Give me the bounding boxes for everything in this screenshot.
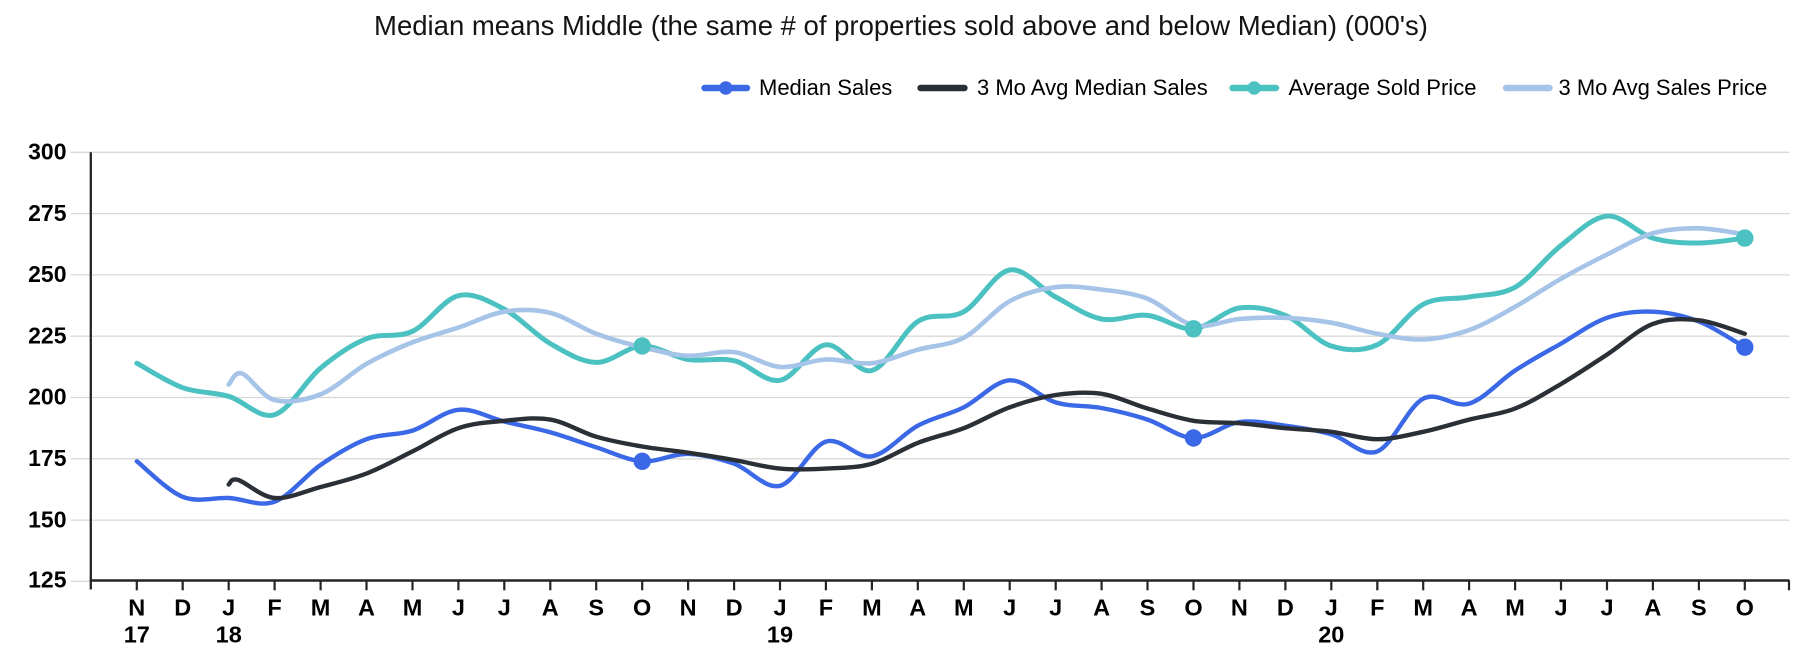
svg-text:175: 175 (28, 445, 67, 471)
svg-text:M: M (403, 595, 423, 621)
svg-text:225: 225 (28, 322, 67, 348)
svg-text:19: 19 (767, 622, 793, 648)
svg-text:J: J (1554, 595, 1567, 621)
svg-text:J: J (1325, 595, 1338, 621)
svg-text:M: M (1505, 595, 1525, 621)
svg-text:D: D (726, 595, 743, 621)
svg-text:A: A (1093, 595, 1110, 621)
svg-text:D: D (1277, 595, 1294, 621)
svg-text:D: D (174, 595, 191, 621)
svg-text:S: S (588, 595, 604, 621)
svg-text:S: S (1691, 595, 1707, 621)
svg-text:N: N (680, 595, 697, 621)
svg-text:J: J (1003, 595, 1016, 621)
svg-text:J: J (452, 595, 465, 621)
svg-text:A: A (1644, 595, 1661, 621)
svg-text:O: O (1736, 595, 1754, 621)
svg-text:M: M (954, 595, 974, 621)
svg-text:17: 17 (124, 622, 150, 648)
svg-text:M: M (311, 595, 331, 621)
svg-text:N: N (128, 595, 145, 621)
svg-text:3 Mo Avg Sales Price: 3 Mo Avg Sales Price (1559, 75, 1768, 100)
svg-text:J: J (498, 595, 511, 621)
svg-text:A: A (358, 595, 375, 621)
svg-text:A: A (1461, 595, 1478, 621)
svg-text:A: A (542, 595, 559, 621)
svg-text:O: O (633, 595, 651, 621)
svg-text:275: 275 (28, 200, 67, 226)
svg-text:J: J (1600, 595, 1613, 621)
svg-text:O: O (1184, 595, 1202, 621)
svg-text:F: F (819, 595, 833, 621)
svg-text:250: 250 (28, 261, 66, 287)
svg-text:18: 18 (216, 622, 242, 648)
svg-text:150: 150 (28, 506, 66, 532)
svg-text:125: 125 (28, 567, 67, 593)
svg-text:300: 300 (28, 139, 66, 165)
svg-text:F: F (1370, 595, 1384, 621)
svg-text:N: N (1231, 595, 1248, 621)
svg-text:Median Sales: Median Sales (759, 75, 892, 100)
svg-text:J: J (222, 595, 235, 621)
svg-text:J: J (773, 595, 786, 621)
svg-text:20: 20 (1318, 622, 1344, 648)
svg-text:S: S (1140, 595, 1156, 621)
svg-text:J: J (1049, 595, 1062, 621)
svg-text:M: M (1413, 595, 1433, 621)
svg-text:F: F (267, 595, 281, 621)
svg-text:M: M (862, 595, 882, 621)
svg-text:3 Mo Avg Median Sales: 3 Mo Avg Median Sales (977, 75, 1208, 100)
svg-text:Average Sold Price: Average Sold Price (1289, 75, 1477, 100)
svg-text:A: A (909, 595, 926, 621)
svg-text:200: 200 (28, 384, 66, 410)
svg-text:Median means Middle (the same: Median means Middle (the same # of prope… (374, 10, 1428, 41)
